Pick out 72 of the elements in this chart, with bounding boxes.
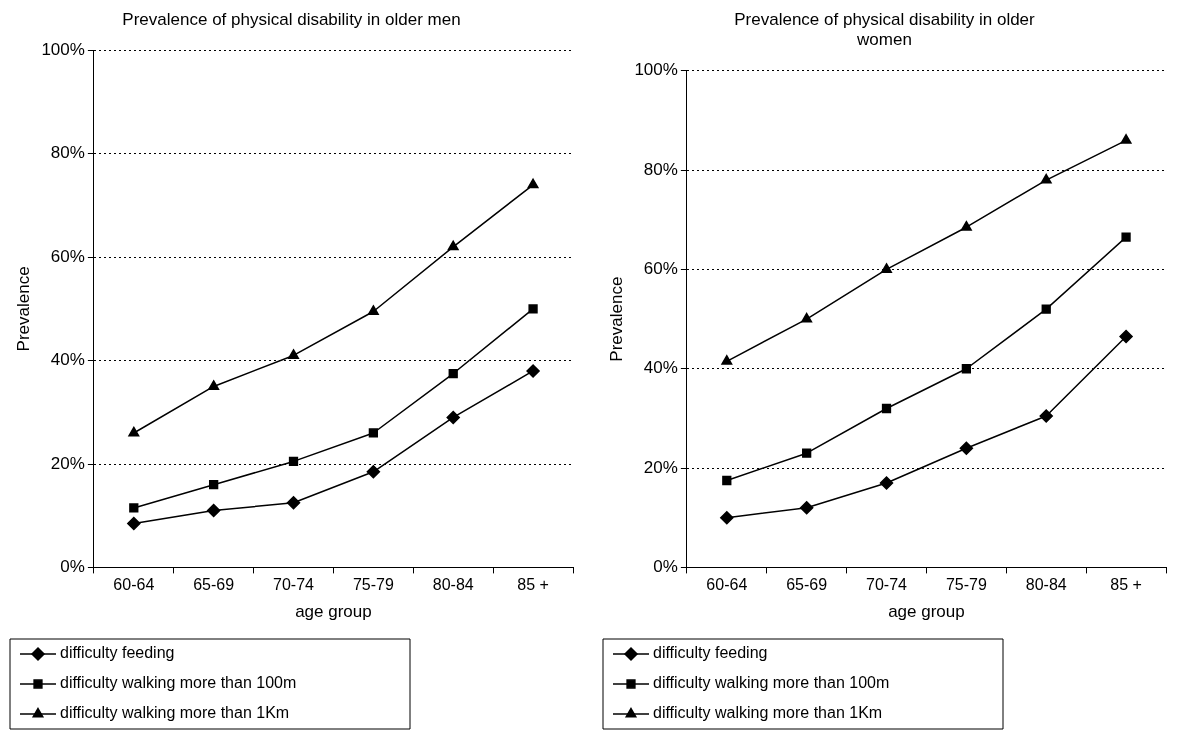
point [288, 456, 299, 467]
point [448, 368, 458, 379]
point [961, 364, 972, 374]
point [526, 364, 540, 378]
x-tick-label: 60-64 [706, 576, 748, 594]
point [1041, 304, 1051, 314]
point [128, 426, 140, 437]
point [206, 503, 221, 518]
point [286, 496, 301, 510]
point [879, 476, 894, 490]
y-tick-label: 40% [643, 358, 678, 378]
y-tick-label: 20% [50, 453, 85, 473]
point [799, 501, 814, 515]
x-tick-label: 70-74 [866, 576, 908, 594]
x-tick-label: 80-84 [1025, 576, 1067, 594]
point [1120, 134, 1132, 144]
x-tick-label: 85 + [517, 576, 549, 594]
point [960, 220, 972, 231]
y-tick-label: 20% [643, 457, 678, 477]
chart-title: Prevalence of physical disability in older men [122, 9, 461, 29]
point [881, 263, 893, 273]
y-tick-label: 0% [653, 557, 678, 577]
point [209, 480, 219, 490]
point [1040, 173, 1052, 184]
y-tick-label: 0% [60, 557, 85, 577]
point [721, 355, 733, 365]
point [447, 240, 459, 251]
y-tick-label: 60% [643, 259, 678, 279]
point [368, 428, 379, 438]
point [1039, 409, 1053, 423]
point [528, 304, 538, 314]
point [801, 312, 813, 323]
point [366, 465, 381, 479]
point [367, 305, 379, 315]
point [127, 516, 141, 531]
y-tick-label: 80% [643, 159, 678, 179]
y-axis-title: Prevalence [606, 276, 626, 362]
legend-label: difficulty walking more than 1Km [60, 704, 290, 722]
point [288, 349, 300, 359]
point [720, 510, 734, 525]
x-tick-label: 75-79 [352, 576, 394, 594]
x-tick-label: 75-79 [945, 576, 987, 594]
x-tick-label: 60-64 [113, 576, 155, 594]
point [1119, 329, 1133, 344]
x-tick-label: 65-69 [786, 576, 828, 594]
point [959, 441, 974, 455]
x-tick-label: 65-69 [193, 576, 235, 594]
y-tick-label: 60% [50, 246, 85, 266]
y-tick-label: 80% [50, 143, 85, 163]
x-tick-label: 70-74 [273, 576, 315, 594]
legend-label: difficulty walking more than 1Km [653, 704, 883, 722]
point [722, 475, 732, 486]
x-tick-label: 85 + [1110, 576, 1142, 594]
point [527, 178, 539, 189]
legend-label: difficulty walking more than 100m [653, 674, 890, 692]
y-axis-title: Prevalence [13, 266, 33, 352]
x-axis-title: age group [888, 602, 965, 622]
legend-label: difficulty walking more than 100m [60, 674, 297, 692]
point [1121, 232, 1131, 242]
x-tick-label: 80-84 [432, 576, 474, 594]
point [129, 503, 139, 513]
point [208, 380, 220, 390]
y-tick-label: 100% [634, 60, 678, 80]
y-tick-label: 100% [41, 40, 85, 60]
chart-title: Prevalence of physical disability in older women [734, 9, 1036, 50]
legend-label: difficulty feeding [653, 644, 768, 662]
y-tick-label: 40% [50, 350, 85, 370]
point [881, 403, 892, 414]
legend-label: difficulty feeding [60, 644, 175, 662]
x-axis-title: age group [295, 602, 372, 622]
point [446, 410, 460, 425]
point [802, 448, 812, 458]
